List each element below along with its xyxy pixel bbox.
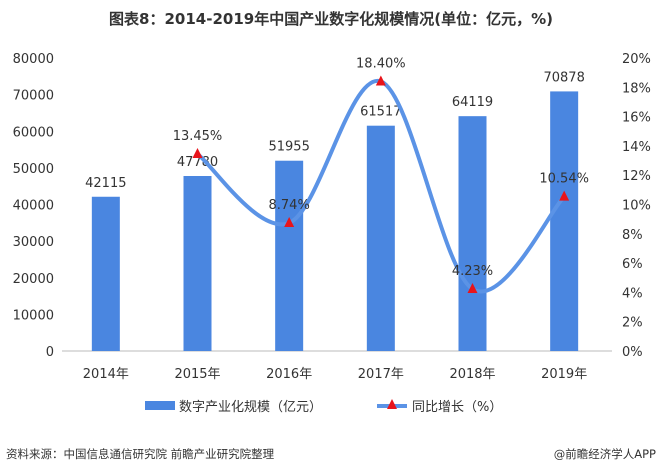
y-left-tick-label: 70000 [13,89,54,104]
x-tick-label: 2015年 [174,367,220,382]
bar [550,91,579,351]
bar [91,196,120,351]
growth-marker [467,283,478,294]
y-right-tick-label: 6% [622,257,643,272]
x-tick-label: 2016年 [266,367,312,382]
y-right-tick-label: 16% [622,111,651,126]
legend-bar-label: 数字产业化规模（亿元） [179,400,322,415]
growth-value-label: 18.40% [356,56,406,71]
y-right-tick-label: 20% [622,52,651,67]
growth-marker [375,75,386,86]
y-right-tick-label: 2% [622,316,643,331]
y-left-tick-label: 0 [46,345,54,360]
x-tick-label: 2019年 [541,367,587,382]
y-right-tick-label: 8% [622,228,643,243]
bar [366,125,395,351]
y-left-tick-label: 10000 [13,308,54,323]
legend: 数字产业化规模（亿元） 同比增长（%） [145,399,502,415]
growth-marker [284,216,295,227]
y-left-tick-label: 30000 [13,235,54,250]
growth-marker [192,147,203,158]
y-left-tick-label: 60000 [13,125,54,140]
y-left-tick-label: 20000 [13,272,54,287]
y-right-tick-label: 12% [622,169,651,184]
x-tick-label: 2018年 [449,367,495,382]
y-right-tick-label: 0% [622,345,643,360]
x-tick-label: 2017年 [358,367,404,382]
bar-value-label: 64119 [452,95,493,110]
credit: @前瞻经济学人APP [554,447,656,461]
source-note: 资料来源：中国信息通信研究院 前瞻产业研究院整理 [6,447,275,461]
legend-bar-swatch [145,401,175,410]
y-right-tick-label: 14% [622,140,651,155]
bar [275,160,304,351]
chart-title: 图表8：2014-2019年中国产业数字化规模情况(单位：亿元，%) [109,10,553,28]
y-left-tick-label: 80000 [13,52,54,67]
growth-value-label: 13.45% [173,129,223,144]
x-tick-label: 2014年 [83,367,129,382]
y-left-tick-label: 50000 [13,162,54,177]
growth-value-label: 10.54% [539,172,589,187]
bar [458,116,487,352]
y-right-tick-label: 10% [622,199,651,214]
y-right-tick-label: 18% [622,81,651,96]
y-left-tick-label: 40000 [13,199,54,214]
growth-value-label: 8.74% [269,198,310,213]
bar-value-label: 61517 [360,105,401,120]
bar-value-label: 51955 [268,140,309,155]
legend-line-label: 同比增长（%） [412,400,502,415]
y-right-tick-label: 4% [622,286,643,301]
bar-value-label: 70878 [543,70,584,85]
growth-marker [559,190,570,201]
legend-triangle-icon [387,399,397,409]
bar [183,176,212,351]
growth-value-label: 4.23% [452,264,493,279]
bar-value-label: 42115 [85,176,126,191]
